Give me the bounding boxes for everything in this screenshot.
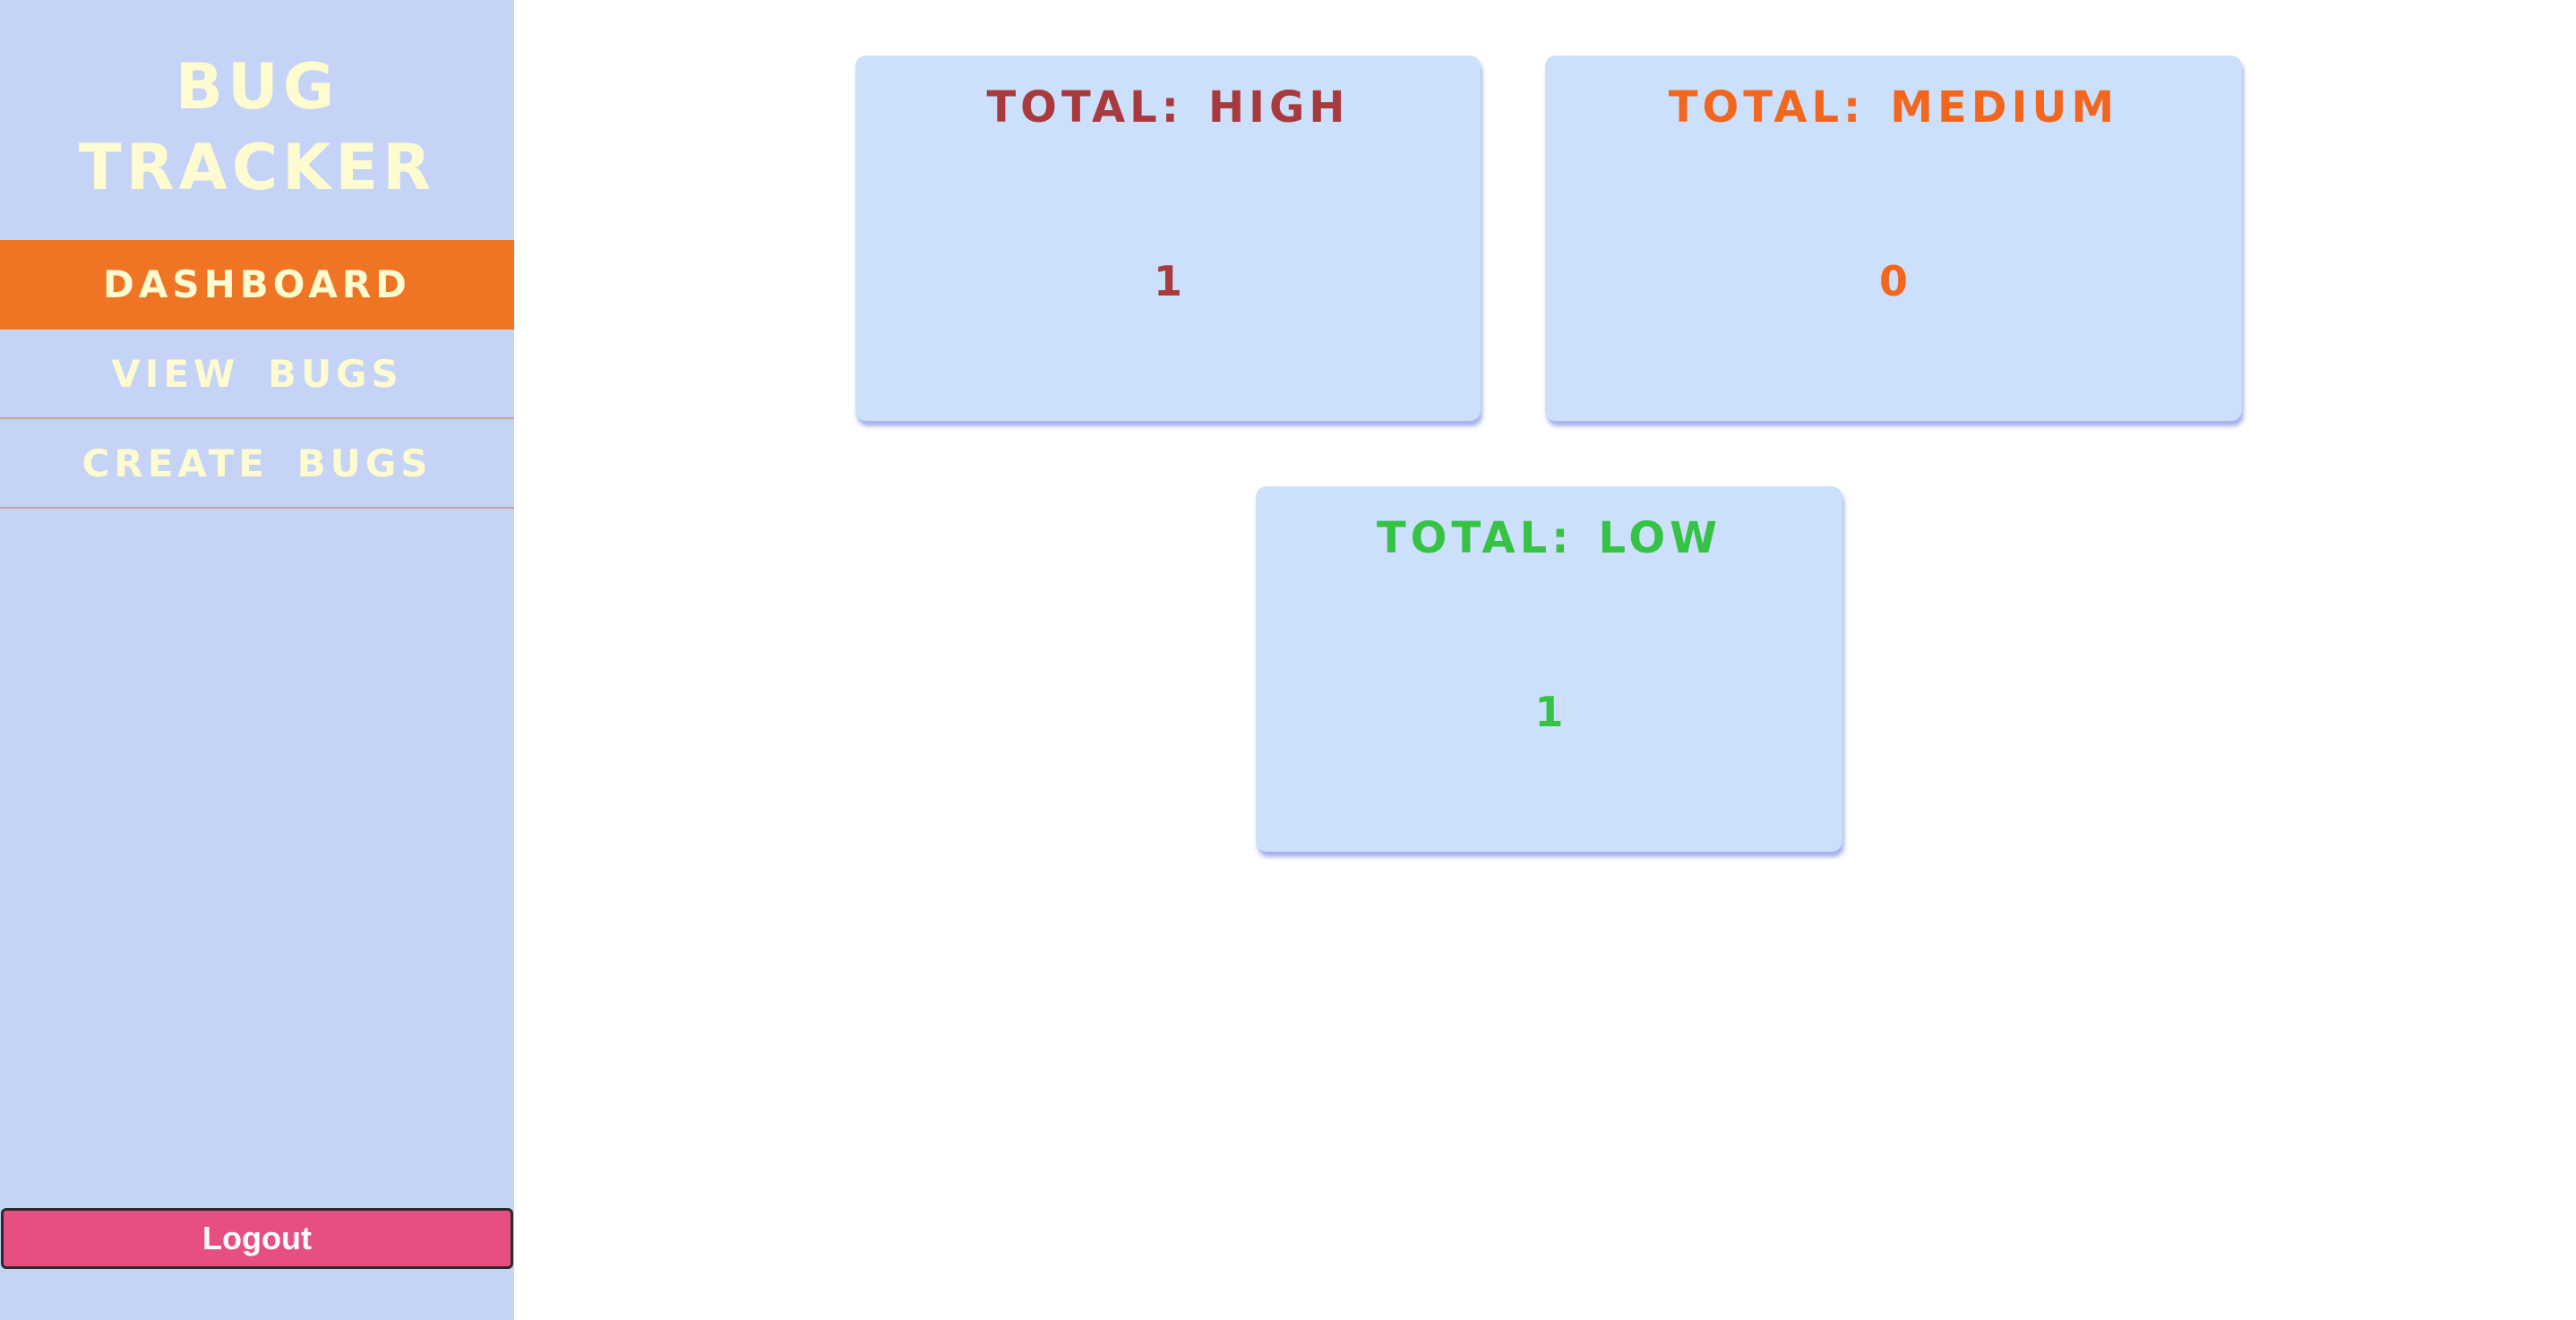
card-title: TOTAL: LOW — [1256, 511, 1842, 565]
card-title-prefix: TOTAL: — [986, 82, 1183, 133]
nav-item-label: DASHBOARD — [102, 261, 412, 306]
logout-button[interactable]: Logout — [1, 1208, 513, 1269]
nav-item-label: CREATE BUGS — [82, 441, 433, 485]
card-total-medium: TOTAL: MEDIUM 0 — [1545, 56, 2242, 421]
card-count: 1 — [1153, 257, 1182, 305]
nav-item-label: VIEW BUGS — [111, 351, 403, 396]
card-count: 1 — [1534, 688, 1564, 736]
logout-label: Logout — [202, 1220, 312, 1256]
card-title-prefix: TOTAL: — [1376, 513, 1574, 563]
app-logo: BUG TRACKER — [0, 47, 514, 208]
card-title-label: MEDIUM — [1890, 82, 2119, 133]
brand-line-1: BUG — [175, 50, 339, 124]
brand-line-2: TRACKER — [78, 131, 436, 204]
nav-item-view-bugs[interactable]: VIEW BUGS — [0, 330, 514, 419]
card-title-label: LOW — [1598, 513, 1722, 563]
card-title: TOTAL: HIGH — [855, 81, 1481, 134]
nav-item-dashboard[interactable]: DASHBOARD — [0, 240, 514, 330]
card-title-label: HIGH — [1207, 82, 1350, 133]
card-count: 0 — [1878, 257, 1908, 305]
card-title-prefix: TOTAL: — [1668, 82, 1866, 133]
sidebar: BUG TRACKER DASHBOARD VIEW BUGS CREATE B… — [0, 0, 514, 1320]
card-total-low: TOTAL: LOW 1 — [1256, 486, 1842, 852]
nav-item-create-bugs[interactable]: CREATE BUGS — [0, 419, 514, 509]
card-title: TOTAL: MEDIUM — [1545, 81, 2242, 134]
card-total-high: TOTAL: HIGH 1 — [855, 56, 1481, 421]
